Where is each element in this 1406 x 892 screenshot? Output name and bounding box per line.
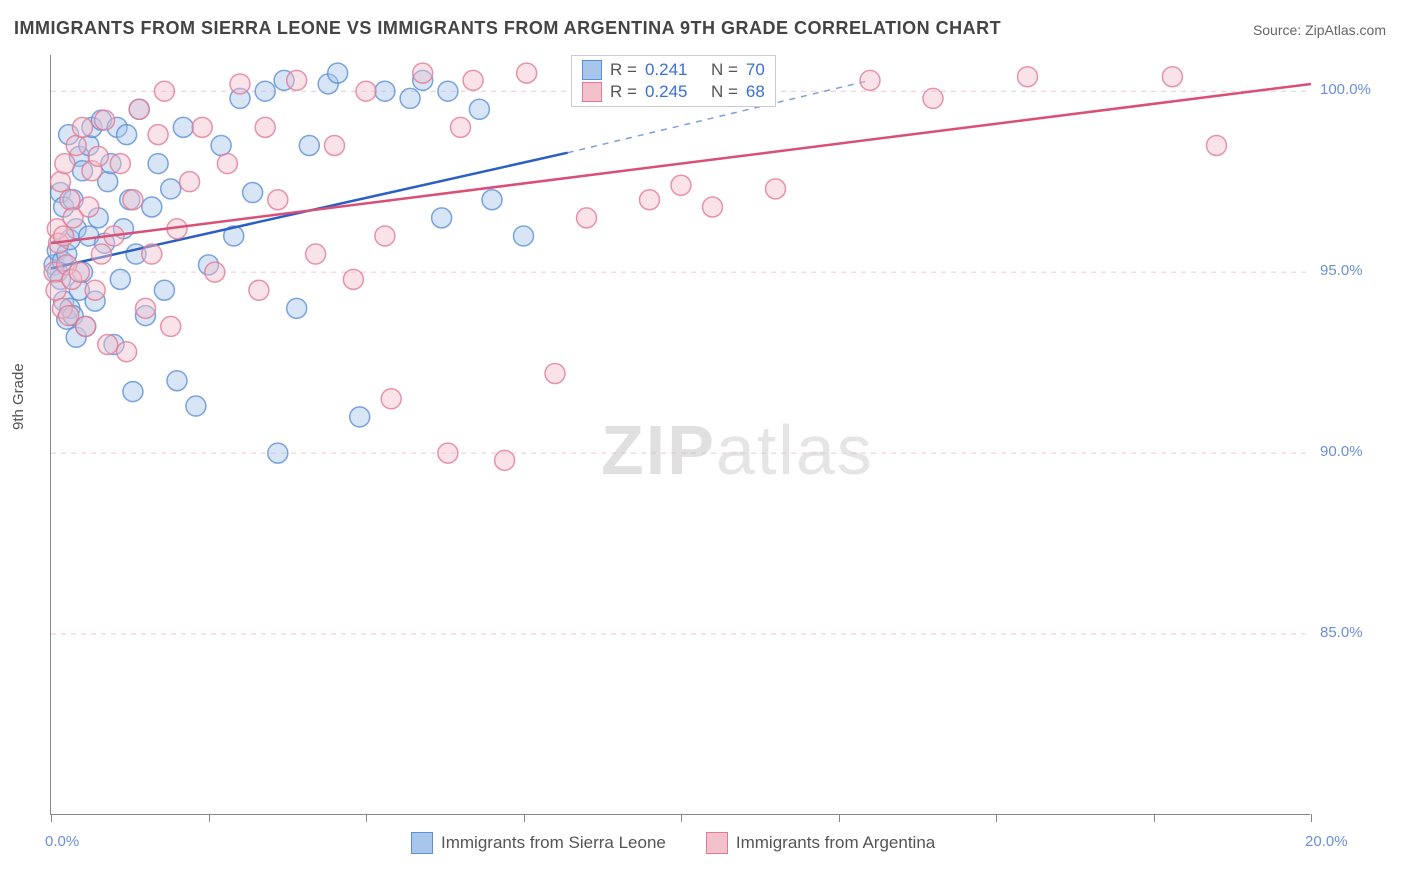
- correlation-legend: R = 0.241 N = 70 R = 0.245 N = 68: [571, 55, 776, 107]
- legend-row: R = 0.241 N = 70: [582, 60, 765, 80]
- y-tick-label: 100.0%: [1320, 81, 1380, 98]
- y-tick-label: 95.0%: [1320, 262, 1380, 279]
- chart-title: IMMIGRANTS FROM SIERRA LEONE VS IMMIGRAN…: [14, 18, 1001, 39]
- legend-n-label: N =: [711, 60, 738, 80]
- legend-n-label: N =: [711, 82, 738, 102]
- series-name: Immigrants from Sierra Leone: [441, 833, 666, 853]
- legend-n-value: 68: [746, 82, 765, 102]
- legend-r-label: R =: [610, 60, 637, 80]
- legend-r-label: R =: [610, 82, 637, 102]
- plot-area: ZIPatlas R = 0.241 N = 70 R = 0.245 N = …: [50, 55, 1310, 815]
- legend-n-value: 70: [746, 60, 765, 80]
- series-legend-item: Immigrants from Sierra Leone: [411, 832, 666, 854]
- legend-swatch: [411, 832, 433, 854]
- source-attribution: Source: ZipAtlas.com: [1253, 22, 1386, 38]
- x-tick-label: 0.0%: [45, 833, 79, 850]
- legend-swatch: [582, 82, 602, 102]
- series-legend-item: Immigrants from Argentina: [706, 832, 935, 854]
- y-axis-label: 9th Grade: [10, 363, 27, 430]
- chart-svg: [51, 55, 1311, 815]
- y-tick-label: 90.0%: [1320, 443, 1380, 460]
- legend-r-value: 0.241: [645, 60, 703, 80]
- series-name: Immigrants from Argentina: [736, 833, 935, 853]
- legend-swatch: [582, 60, 602, 80]
- legend-r-value: 0.245: [645, 82, 703, 102]
- x-tick-label: 20.0%: [1305, 833, 1348, 850]
- series-legend: Immigrants from Sierra Leone Immigrants f…: [411, 832, 935, 854]
- y-tick-label: 85.0%: [1320, 624, 1380, 641]
- legend-swatch: [706, 832, 728, 854]
- legend-row: R = 0.245 N = 68: [582, 82, 765, 102]
